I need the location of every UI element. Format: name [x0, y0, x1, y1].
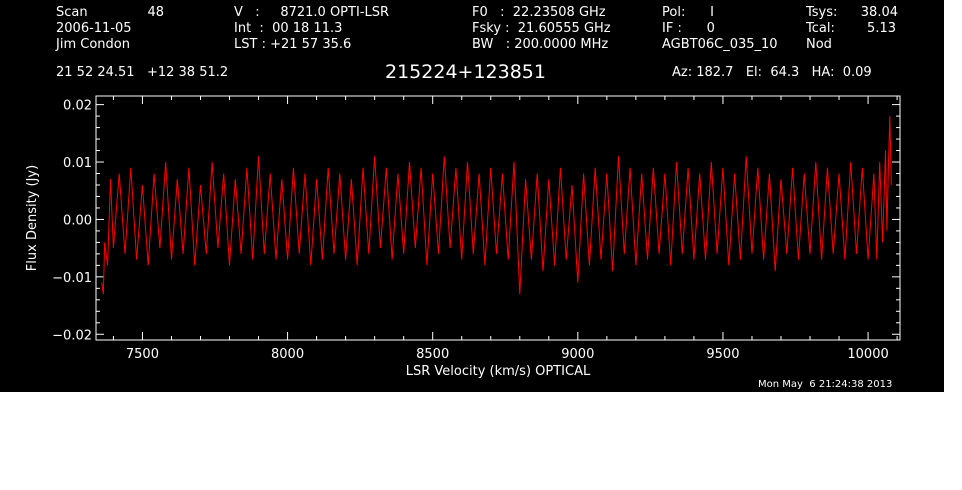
project-id: AGBT06C_035_10 [662, 37, 778, 52]
tcal-label: Tcal: [806, 21, 835, 36]
polarization-line: Pol: I [662, 5, 714, 20]
y-axis-label: Flux Density (Jy) [25, 165, 40, 271]
lst-line: LST : +21 57 35.6 [234, 37, 352, 52]
rest-frequency-line: F0 : 22.23508 GHz [472, 5, 606, 20]
sky-frequency-line: Fsky : 21.60555 GHz [472, 21, 611, 36]
x-tick-label: 8000 [271, 347, 304, 362]
plot-frame [95, 95, 901, 341]
if-line: IF : 0 [662, 21, 715, 36]
x-tick-label: 9500 [706, 347, 739, 362]
integration-line: Int : 00 18 11.3 [234, 21, 343, 36]
x-tick-label: 9000 [561, 347, 594, 362]
spectrum-plot: 7500 8000 8500 9000 9500 10000 −0.02 −0.01 0.00 0… [25, 95, 901, 379]
x-tick-label: 10000 [847, 347, 888, 362]
tsys-value: 38.04 [860, 5, 898, 20]
pointing-info: Az: 182.7 El: 64.3 HA: 0.09 [672, 65, 872, 80]
x-tick-label: 7500 [126, 347, 159, 362]
spectrum-line [101, 116, 892, 295]
x-axis-label: LSR Velocity (km/s) OPTICAL [406, 364, 591, 379]
y-tick-label: 0.00 [63, 213, 92, 228]
bandwidth-line: BW : 200.0000 MHz [472, 37, 609, 52]
y-tick-label: 0.02 [63, 99, 92, 114]
source-coordinates: 21 52 24.51 +12 38 51.2 [56, 65, 229, 80]
y-tick-label: −0.02 [52, 328, 92, 343]
observation-date: 2006-11-05 [56, 21, 132, 36]
scan-label: Scan [56, 5, 88, 20]
velocity-line: V : 8721.0 OPTI-LSR [234, 5, 390, 20]
plot-timestamp: Mon May 6 21:24:38 2013 [758, 379, 893, 390]
observer-name: Jim Condon [56, 37, 130, 52]
y-tick-label: 0.01 [63, 156, 92, 171]
tcal-value: 5.13 [867, 21, 896, 36]
spectrum-panel: Scan 48 2006-11-05 Jim Condon V : 8721.0… [0, 0, 944, 392]
source-name: 215224+123851 [385, 61, 546, 83]
y-tick-label: −0.01 [52, 271, 92, 286]
observing-mode: Nod [806, 37, 832, 52]
x-tick-label: 8500 [416, 347, 449, 362]
scan-number: 48 [147, 5, 164, 20]
tsys-label: Tsys: [806, 5, 838, 20]
